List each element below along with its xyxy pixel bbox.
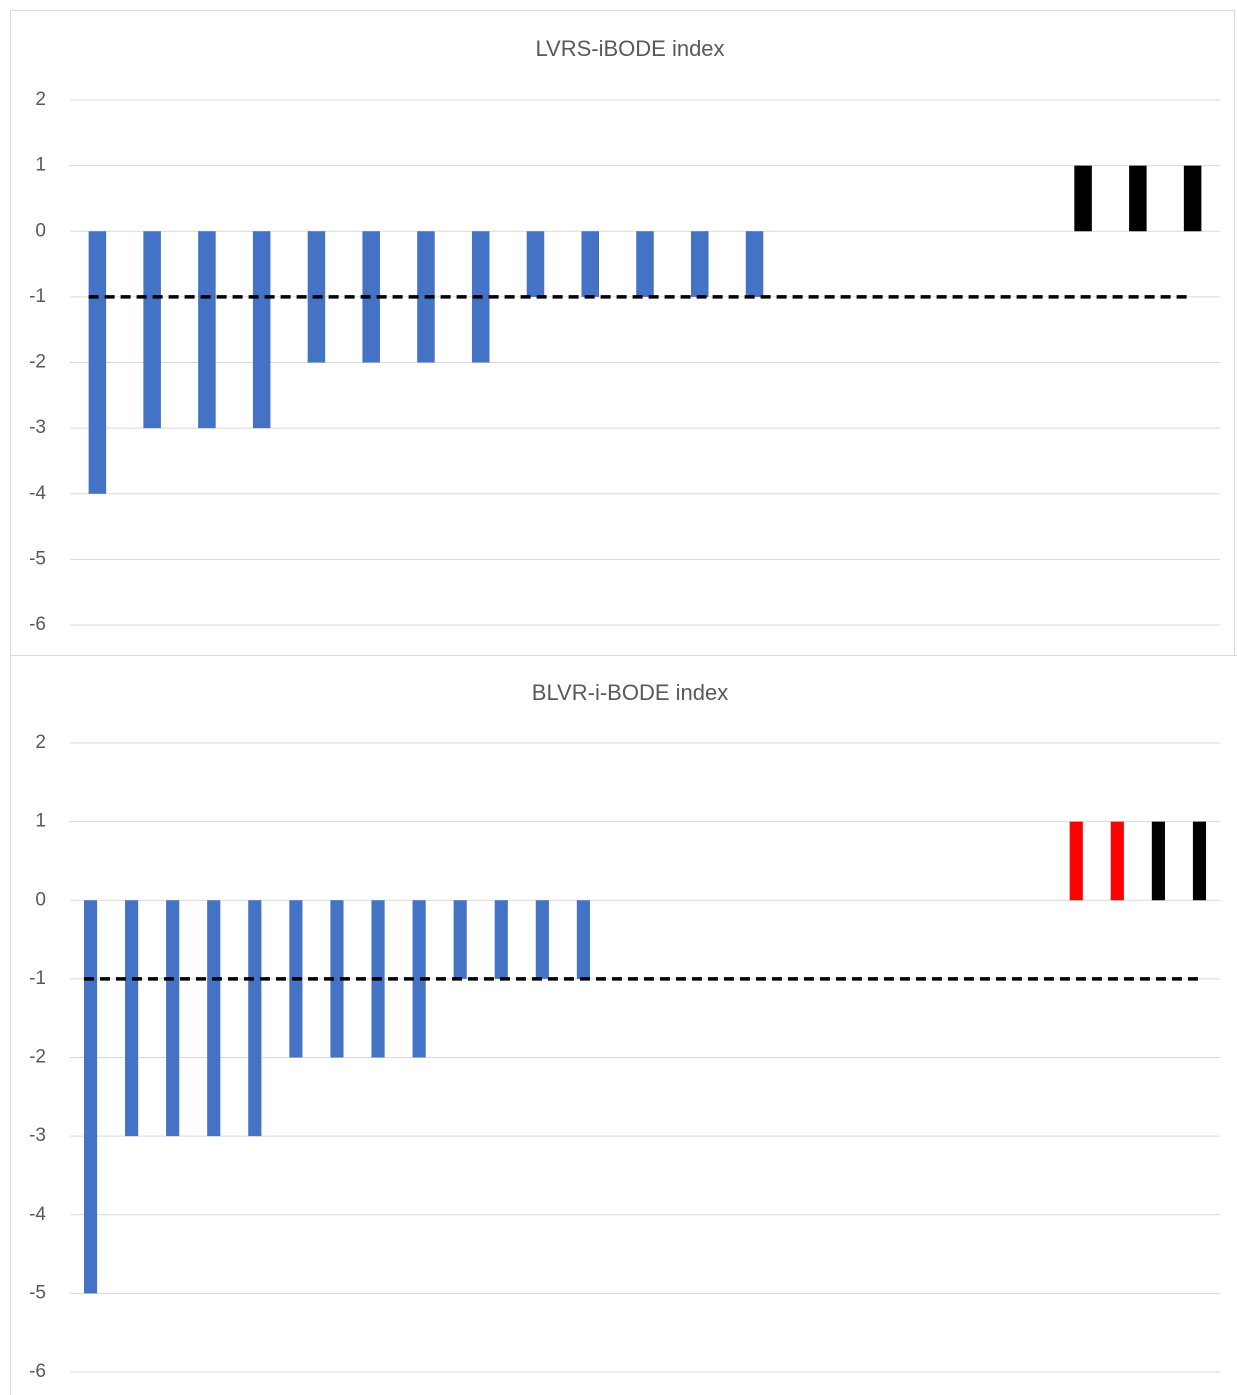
chart: LVRS-iBODE index -6 -5 -4 -3 -2 -1 0 1 2 <box>10 10 1235 656</box>
bar <box>412 900 426 1058</box>
bar <box>1183 165 1202 232</box>
bar <box>581 231 599 297</box>
chart-title: BLVR-i-BODE index <box>532 680 728 705</box>
y-tick-label: -4 <box>29 483 46 504</box>
bar <box>248 900 262 1137</box>
y-tick-label: -4 <box>29 1204 46 1225</box>
bar <box>125 900 139 1137</box>
bar <box>362 231 380 363</box>
bar <box>1151 821 1165 901</box>
y-tick-label: -5 <box>29 548 46 569</box>
bar <box>330 900 344 1058</box>
bar <box>83 900 98 1294</box>
y-tick-label: -2 <box>29 352 46 373</box>
bar <box>252 231 271 429</box>
bar <box>198 231 216 429</box>
bar <box>636 231 654 297</box>
y-tick-label: 0 <box>35 220 46 241</box>
chart-border <box>10 10 1235 656</box>
chart-title: LVRS-iBODE index <box>535 36 724 61</box>
bar <box>1129 165 1147 232</box>
y-tick-label: -1 <box>29 968 46 989</box>
y-tick-label: 2 <box>35 89 46 110</box>
bar <box>166 900 180 1137</box>
y-tick-label: -3 <box>29 417 46 438</box>
y-tick-label: 0 <box>35 889 46 910</box>
y-tick-label: -1 <box>29 286 46 307</box>
bar <box>453 900 467 979</box>
bar <box>535 900 549 979</box>
bar <box>207 900 221 1137</box>
y-tick-label: -3 <box>29 1125 46 1146</box>
y-tick-label: -5 <box>29 1282 46 1303</box>
y-tick-label: 1 <box>35 155 46 176</box>
y-tick-label: -6 <box>29 1361 46 1382</box>
bar <box>1110 821 1124 901</box>
bar <box>526 231 545 297</box>
y-tick-label: -6 <box>29 614 46 635</box>
y-tick-label: 2 <box>35 732 46 753</box>
bar <box>88 231 107 494</box>
bar <box>745 231 764 297</box>
y-tick-label: -2 <box>29 1047 46 1068</box>
bar <box>576 900 590 979</box>
bar <box>494 900 508 979</box>
bar <box>143 231 161 429</box>
chart: BLVR-i-BODE index -6 -5 -4 -3 -2 -1 0 1 2 <box>10 655 1237 1395</box>
bar <box>691 231 709 297</box>
chart-border <box>10 655 1237 1395</box>
bar <box>1074 165 1092 232</box>
bar <box>1069 821 1083 901</box>
y-tick-label: 1 <box>35 811 46 832</box>
bar <box>1192 821 1207 901</box>
